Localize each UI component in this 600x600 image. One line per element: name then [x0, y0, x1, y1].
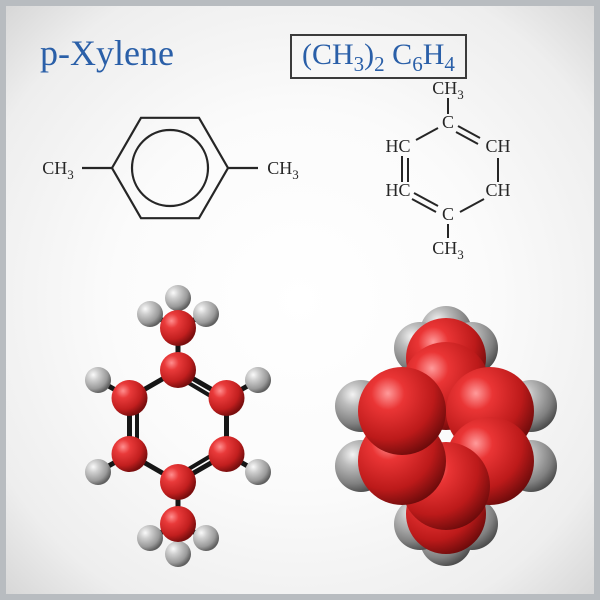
space-filling-model: [6, 6, 600, 600]
canvas: p-Xylene (CH3)2 C6H4 CH3 CH3 C HC CH: [0, 0, 600, 600]
